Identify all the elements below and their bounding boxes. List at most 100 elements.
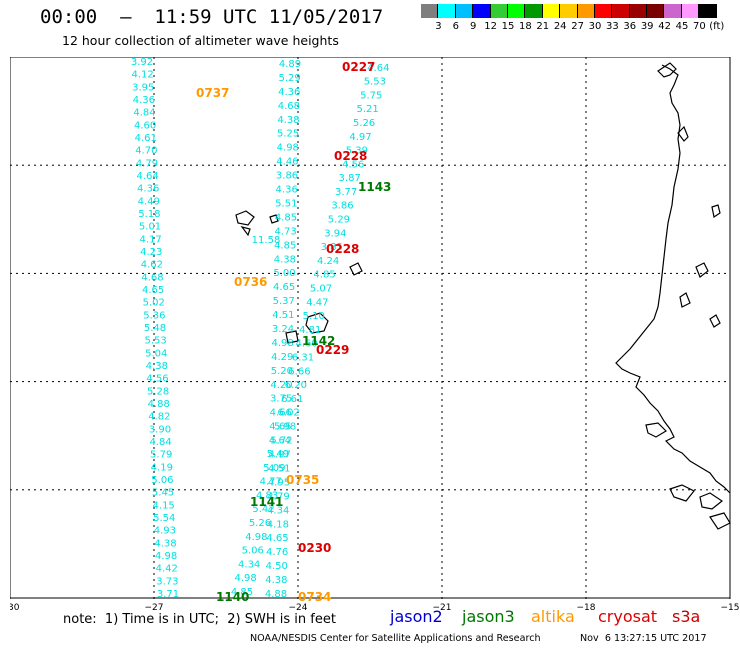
wave-height-value: 4.85 (313, 270, 335, 281)
pass-time-label: 1143 (358, 180, 391, 194)
wave-height-value: 4.29 (271, 352, 293, 363)
pass-time-label: 0736 (234, 275, 267, 289)
altimeter-map: 3.924.123.954.364.844.604.614.704.794.64… (10, 57, 740, 613)
wave-height-value: 4.51 (268, 463, 290, 474)
colorbar-labels: 3 6 9 12 15 18 21 24 27 30 33 36 39 42 45 70 (ft) (421, 21, 740, 33)
colorbar-swatch (594, 4, 613, 18)
colorbar-swatch (629, 4, 648, 18)
wave-height-value: 11.58 (252, 235, 281, 246)
pass-time-label: 0228 (334, 149, 367, 163)
colorbar-swatch (647, 4, 665, 18)
wave-height-value: 6.20 (285, 380, 307, 391)
wave-height-value: 4.38 (265, 575, 287, 586)
colorbar-label: 36 (623, 21, 637, 32)
wave-height-value: 5.26 (249, 518, 271, 529)
colorbar-swatch (699, 4, 717, 18)
wave-height-value: 4.50 (266, 561, 288, 572)
pass-time-label: 0228 (326, 242, 359, 256)
pass-time-label: 0229 (316, 343, 349, 357)
wave-height-value: 3.71 (157, 589, 179, 600)
wave-height-value: 4.34 (267, 505, 289, 516)
wave-height-value: 4.76 (266, 547, 288, 558)
colorbar-label: 33 (606, 21, 619, 32)
legend-jason3: jason3 (462, 607, 515, 626)
wave-height-value: 4.97 (269, 450, 291, 461)
wave-height-value: 5.20 (271, 366, 293, 377)
colorbar-label: 18 (519, 21, 532, 32)
wave-height-value: 4.42 (156, 564, 178, 575)
pass-time-label: 1141 (250, 495, 283, 509)
wave-height-value: 4.61 (135, 133, 157, 144)
wave-height-value: 4.38 (277, 115, 299, 126)
legend-jason2: jason2 (390, 607, 443, 626)
wave-height-value: 4.38 (154, 538, 176, 549)
wave-height-value: 4.64 (136, 171, 158, 182)
pass-time-label: 1142 (302, 334, 335, 348)
wave-height-value: 4.98 (271, 338, 293, 349)
colorbar-swatch (507, 4, 526, 18)
axis-tick-labels: 201816141210−30−27−24−21−18−15 (10, 603, 740, 613)
wave-height-value: 3.90 (149, 424, 171, 435)
wave-height-value: 5.04 (145, 348, 167, 359)
wave-height-value: 5.04 (371, 57, 393, 60)
wave-height-colorbar (421, 4, 717, 18)
wave-height-value: 4.56 (342, 159, 364, 170)
wave-height-value: 4.46 (276, 157, 298, 168)
wave-height-value: 5.79 (150, 450, 172, 461)
lon-tick-label: −30 (10, 603, 20, 613)
wave-height-value: 5.01 (139, 222, 161, 233)
wave-height-value: 5.29 (328, 215, 350, 226)
wave-height-value: 5.00 (273, 268, 295, 279)
wave-height-value: 5.48 (144, 323, 166, 334)
wave-height-value: 5.07 (310, 284, 332, 295)
colorbar-label: 21 (536, 21, 550, 32)
map-subtitle: 12 hour collection of altimeter wave hei… (62, 33, 339, 48)
credit-text: NOAA/NESDIS Center for Satellite Applica… (250, 633, 541, 644)
colorbar-label: 45 (675, 21, 689, 32)
lon-tick-label: −24 (289, 603, 308, 613)
wave-height-value: 3.92 (131, 57, 153, 68)
wave-height-value: 4.36 (276, 185, 298, 196)
wave-height-value: 4.79 (136, 158, 158, 169)
wave-height-value: 5.53 (144, 336, 166, 347)
wave-height-value: 5.10 (303, 311, 325, 322)
lon-tick-label: −27 (145, 603, 164, 613)
wave-height-value: 4.95 (268, 477, 290, 488)
wave-height-value: 3.75 (270, 394, 292, 405)
colorbar-swatch (681, 4, 700, 18)
wave-height-value: 4.93 (154, 526, 176, 537)
legend-cryosat: cryosat (598, 607, 658, 626)
wave-height-value: 4.84 (133, 108, 155, 119)
wave-height-value: 4.64 (269, 436, 291, 447)
wave-height-value: 4.88 (148, 399, 170, 410)
wave-height-value: 5.18 (138, 209, 160, 220)
legend-altika: altika (531, 607, 575, 626)
colorbar-label: 30 (588, 21, 602, 32)
colorbar-swatch (664, 4, 682, 18)
wave-height-value: 4.51 (272, 310, 294, 321)
colorbar-label: 24 (553, 21, 567, 32)
wave-height-value: 4.98 (155, 551, 177, 562)
wave-height-value: 5.39 (346, 146, 368, 157)
pass-time-label: 0737 (196, 86, 229, 100)
wave-height-value: 4.88 (265, 589, 287, 600)
canary-islands (657, 62, 677, 78)
lat-lon-grid (10, 57, 731, 599)
wave-height-value: 4.70 (135, 146, 157, 157)
wave-height-value: 4.18 (267, 519, 289, 530)
wave-height-value: 4.38 (274, 254, 296, 265)
cape-verde-south (305, 312, 329, 334)
colorbar-swatch (455, 4, 474, 18)
wave-height-value: 4.38 (146, 361, 168, 372)
wave-height-value: 5.36 (143, 310, 165, 321)
wave-height-value: 3.77 (335, 187, 357, 198)
wave-height-value: 4.66 (270, 408, 292, 419)
pass-time-label: 1140 (216, 590, 249, 604)
colorbar-label: 15 (501, 21, 515, 32)
lon-tick-label: −21 (433, 603, 452, 613)
wave-height-value: 5.98 (274, 421, 296, 432)
wave-height-value: 4.65 (142, 285, 164, 296)
coastline (235, 62, 731, 530)
wave-height-value: 4.98 (277, 143, 299, 154)
colorbar-label: 39 (640, 21, 654, 32)
